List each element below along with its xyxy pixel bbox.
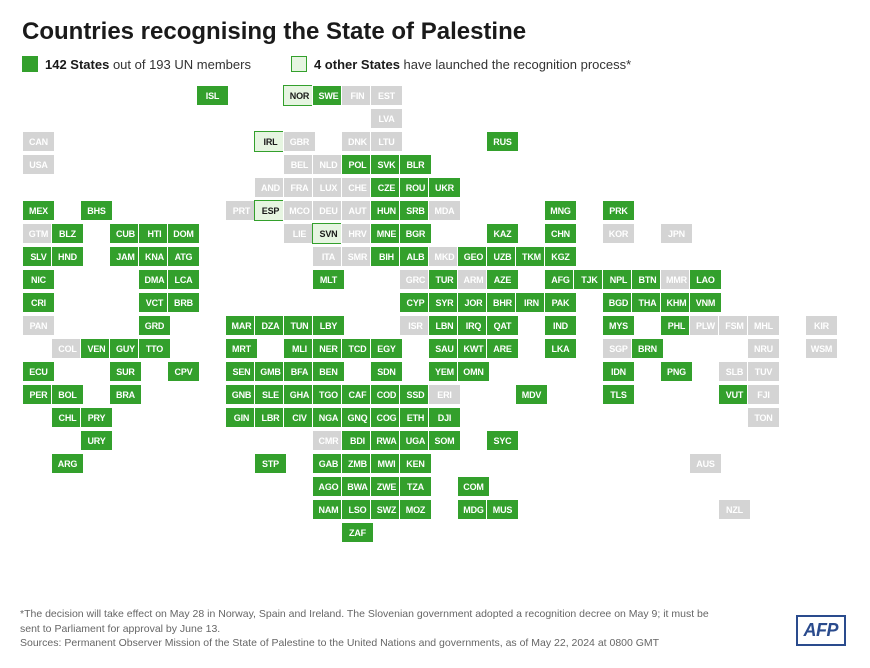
country-cell-syc: SYC	[486, 430, 519, 451]
swatch-process	[291, 56, 307, 72]
country-cell-blz: BLZ	[51, 223, 84, 244]
country-cell-blr: BLR	[399, 154, 432, 175]
country-cell-ind: IND	[544, 315, 577, 336]
country-cell-tuv: TUV	[747, 361, 780, 382]
country-cell-egy: EGY	[370, 338, 403, 359]
country-cell-cri: CRI	[22, 292, 55, 313]
legend-process-text: 4 other States have launched the recogni…	[314, 57, 631, 72]
country-cell-bhs: BHS	[80, 200, 113, 221]
country-cell-bol: BOL	[51, 384, 84, 405]
country-cell-aze: AZE	[486, 269, 519, 290]
country-cell-mdv: MDV	[515, 384, 548, 405]
country-cell-gbr: GBR	[283, 131, 316, 152]
country-cell-mus: MUS	[486, 499, 519, 520]
country-cell-lby: LBY	[312, 315, 345, 336]
footnote-source: Sources: Permanent Observer Mission of t…	[20, 636, 720, 650]
country-cell-zaf: ZAF	[341, 522, 374, 543]
country-cell-kir: KIR	[805, 315, 838, 336]
country-cell-ton: TON	[747, 407, 780, 428]
country-cell-ury: URY	[80, 430, 113, 451]
legend-recognised: 142 States out of 193 UN members	[22, 56, 251, 72]
legend-recognised-text: 142 States out of 193 UN members	[45, 57, 251, 72]
country-cell-are: ARE	[486, 338, 519, 359]
country-cell-lao: LAO	[689, 269, 722, 290]
country-cell-kor: KOR	[602, 223, 635, 244]
country-cell-pry: PRY	[80, 407, 113, 428]
country-cell-qat: QAT	[486, 315, 519, 336]
country-cell-hnd: HND	[51, 246, 84, 267]
country-cell-cpv: CPV	[167, 361, 200, 382]
country-cell-brb: BRB	[167, 292, 200, 313]
country-cell-est: EST	[370, 85, 403, 106]
country-cell-wsm: WSM	[805, 338, 838, 359]
page-title: Countries recognising the State of Pales…	[22, 18, 848, 46]
country-cell-nzl: NZL	[718, 499, 751, 520]
country-cell-idn: IDN	[602, 361, 635, 382]
country-cell-dom: DOM	[167, 223, 200, 244]
country-cell-mhl: MHL	[747, 315, 780, 336]
country-cell-ukr: UKR	[428, 177, 461, 198]
country-cell-moz: MOZ	[399, 499, 432, 520]
country-cell-tza: TZA	[399, 476, 432, 497]
country-cell-isl: ISL	[196, 85, 229, 106]
country-cell-atg: ATG	[167, 246, 200, 267]
country-cell-dji: DJI	[428, 407, 461, 428]
country-cell-stp: STP	[254, 453, 287, 474]
country-cell-mda: MDA	[428, 200, 461, 221]
country-cell-mng: MNG	[544, 200, 577, 221]
country-cell-lka: LKA	[544, 338, 577, 359]
country-cell-bgr: BGR	[399, 223, 432, 244]
country-cell-som: SOM	[428, 430, 461, 451]
country-cell-lva: LVA	[370, 108, 403, 129]
country-cell-tto: TTO	[138, 338, 171, 359]
country-cell-tls: TLS	[602, 384, 635, 405]
country-cell-ken: KEN	[399, 453, 432, 474]
country-cell-arg: ARG	[51, 453, 84, 474]
footnotes: *The decision will take effect on May 28…	[20, 607, 720, 650]
country-cell-pak: PAK	[544, 292, 577, 313]
country-cell-png: PNG	[660, 361, 693, 382]
country-cell-mrt: MRT	[225, 338, 258, 359]
country-cell-ltu: LTU	[370, 131, 403, 152]
country-cell-rus: RUS	[486, 131, 519, 152]
country-cell-aus: AUS	[689, 453, 722, 474]
legend: 142 States out of 193 UN members 4 other…	[22, 56, 848, 72]
country-cell-usa: USA	[22, 154, 55, 175]
country-cell-lca: LCA	[167, 269, 200, 290]
country-cell-nru: NRU	[747, 338, 780, 359]
country-cell-bra: BRA	[109, 384, 142, 405]
country-cell-pan: PAN	[22, 315, 55, 336]
country-cell-omn: OMN	[457, 361, 490, 382]
tile-grid-map: ISLNORSWEFINESTLVACANIRLGBRDNKLTURUSUSAB…	[22, 80, 848, 570]
legend-process: 4 other States have launched the recogni…	[291, 56, 631, 72]
country-cell-kgz: KGZ	[544, 246, 577, 267]
country-cell-mlt: MLT	[312, 269, 345, 290]
country-cell-kaz: KAZ	[486, 223, 519, 244]
country-cell-can: CAN	[22, 131, 55, 152]
country-cell-nic: NIC	[22, 269, 55, 290]
country-cell-com: COM	[457, 476, 490, 497]
country-cell-sdn: SDN	[370, 361, 403, 382]
country-cell-mys: MYS	[602, 315, 635, 336]
country-cell-ben: BEN	[312, 361, 345, 382]
country-cell-fji: FJI	[747, 384, 780, 405]
country-cell-jpn: JPN	[660, 223, 693, 244]
country-cell-sur: SUR	[109, 361, 142, 382]
swatch-recognised	[22, 56, 38, 72]
country-cell-brn: BRN	[631, 338, 664, 359]
footnote-note: *The decision will take effect on May 28…	[20, 607, 720, 635]
country-cell-eri: ERI	[428, 384, 461, 405]
country-cell-ecu: ECU	[22, 361, 55, 382]
country-cell-prk: PRK	[602, 200, 635, 221]
country-cell-grd: GRD	[138, 315, 171, 336]
afp-logo: AFP	[796, 615, 847, 646]
country-cell-mex: MEX	[22, 200, 55, 221]
country-cell-chn: CHN	[544, 223, 577, 244]
country-cell-vnm: VNM	[689, 292, 722, 313]
